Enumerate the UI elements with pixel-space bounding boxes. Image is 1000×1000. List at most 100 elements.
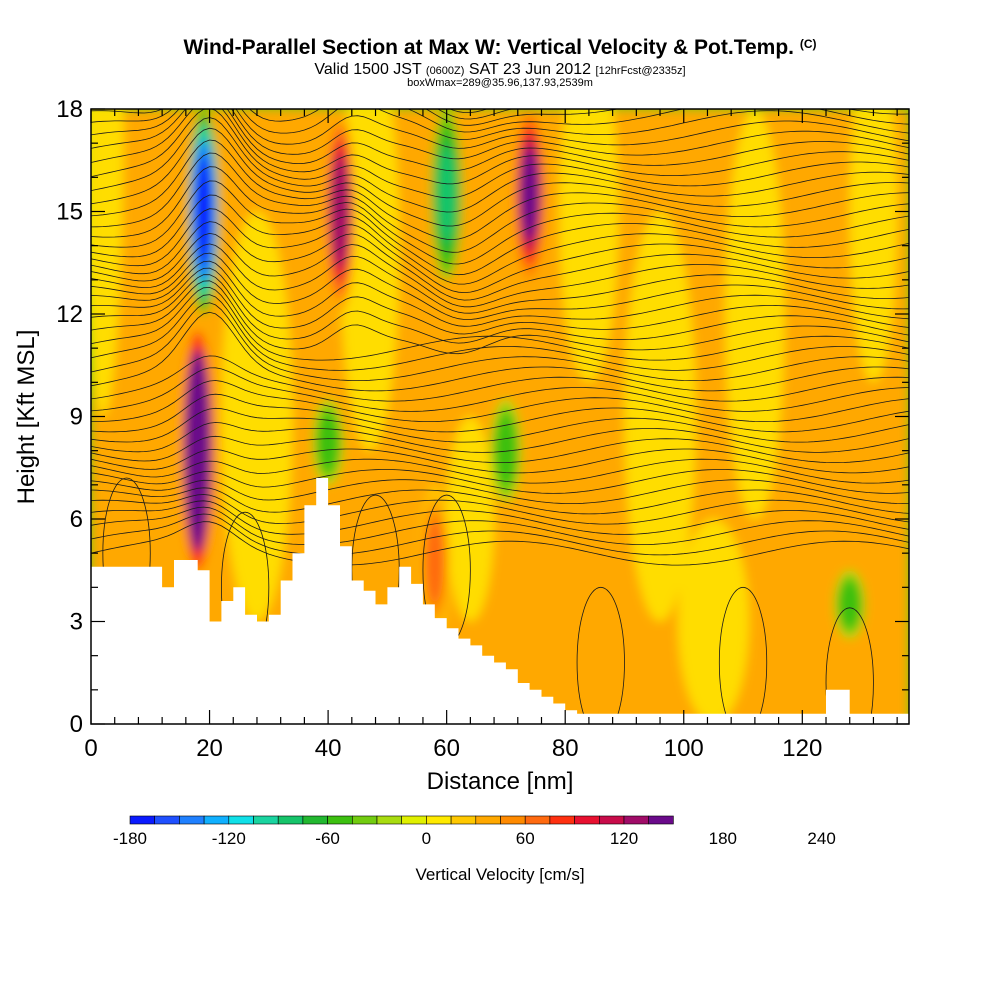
colorbar-swatch — [500, 815, 526, 825]
y-axis-label: Height [Kft MSL] — [13, 330, 40, 505]
colorbar-swatch — [549, 815, 575, 825]
velocity-cell — [221, 211, 293, 622]
theta-contour — [91, 367, 909, 412]
y-tick-label: 12 — [56, 301, 83, 328]
theta-contour — [91, 252, 909, 320]
velocity-cell — [425, 519, 444, 604]
colorbar-swatch — [154, 815, 180, 825]
theta-contour — [91, 127, 909, 227]
theta-contour — [91, 494, 909, 525]
velocity-cell — [520, 147, 539, 242]
colorbar-tick-label: 240 — [807, 829, 835, 848]
colorbar-swatch — [228, 815, 254, 825]
title-text: Wind-Parallel Section at Max W: Vertical… — [183, 36, 794, 59]
colorbar-swatch — [623, 815, 650, 825]
velocity-cell — [496, 422, 515, 479]
theta-contour — [91, 243, 909, 314]
theta-contour — [91, 469, 909, 494]
colorbar-swatch — [302, 815, 328, 825]
colorbar: -180 -120 -60 0 60 120 180 240 — [113, 815, 836, 848]
theta-contour — [91, 194, 909, 285]
terrain — [91, 478, 909, 724]
velocity-cell — [849, 109, 898, 383]
valid-time-line: Valid 1500 JST (0600Z) SAT 23 Jun 2012 [… — [0, 61, 1000, 79]
x-tick-label: 40 — [315, 735, 342, 762]
velocity-cell — [725, 109, 785, 519]
theta-contour — [91, 458, 909, 484]
colorbar-swatch — [475, 815, 501, 825]
colorbar-tick-label: 60 — [516, 829, 535, 848]
x-tick-label: 60 — [433, 735, 460, 762]
colorbar-swatch — [574, 815, 600, 825]
forecast-info: [12hrFcst@2335z] — [595, 65, 686, 77]
colorbar-tick-label: 0 — [422, 829, 431, 848]
theta-contour — [91, 139, 909, 241]
colorbar-tick-label: 120 — [610, 829, 638, 848]
velocity-cell — [437, 147, 456, 242]
theta-contour — [91, 422, 909, 453]
x-tick-label: 80 — [552, 735, 579, 762]
theta-contour — [91, 260, 909, 327]
colorbar-swatch — [450, 815, 477, 825]
colorbar-swatch — [648, 815, 674, 825]
theta-contour — [91, 286, 909, 361]
x-axis-label: Distance [nm] — [427, 768, 574, 795]
theta-contour — [91, 407, 909, 443]
theta-contour — [91, 109, 909, 160]
y-tick-label: 18 — [56, 96, 83, 123]
theta-contour — [91, 232, 909, 308]
theta-contour — [91, 521, 909, 566]
colorbar-swatch — [524, 815, 551, 825]
copyright-mark: (C) — [799, 37, 817, 51]
colorbar-swatch — [401, 815, 427, 825]
theta-contour — [425, 109, 909, 126]
theta-contour — [449, 109, 489, 113]
colorbar-swatch — [426, 815, 452, 825]
theta-contour — [249, 109, 909, 133]
colorbar-swatch — [253, 815, 279, 825]
valid-date: SAT 23 Jun 2012 — [468, 61, 592, 78]
theta-contour — [91, 513, 909, 556]
theta-contour — [91, 302, 909, 381]
theta-contour — [91, 180, 909, 276]
theta-contour — [91, 294, 909, 371]
velocity-cell — [330, 155, 350, 268]
theta-contour — [91, 109, 909, 141]
velocity-cell — [319, 418, 338, 466]
theta-contour — [825, 607, 874, 724]
velocity-cell — [559, 109, 619, 383]
y-tick-label: 0 — [70, 711, 83, 738]
colorbar-tick-label: 180 — [709, 829, 737, 848]
x-tick-label: 20 — [196, 735, 223, 762]
colorbar-swatch — [277, 815, 304, 825]
theta-contour — [91, 208, 909, 294]
y-tick-label: 15 — [56, 199, 83, 226]
theta-contour — [91, 506, 909, 545]
theta-contour — [718, 586, 768, 724]
valid-utc: (0600Z) — [425, 65, 465, 77]
theta-contour — [91, 152, 909, 253]
theta-contour — [91, 27, 909, 106]
colorbar-tick-label: -60 — [315, 829, 340, 848]
theta-contour — [91, 487, 909, 515]
theta-contour — [91, 479, 909, 504]
chart-title: Wind-Parallel Section at Max W: Vertical… — [0, 36, 1000, 60]
theta-contour — [91, 109, 909, 185]
theta-contour — [91, 500, 909, 535]
x-tick-label: 120 — [782, 735, 822, 762]
theta-contour — [91, 267, 909, 335]
colorbar-swatch — [376, 815, 403, 825]
theta-contour — [91, 280, 909, 355]
colorbar-tick-label: -180 — [113, 829, 147, 848]
y-tick-label: 6 — [70, 506, 83, 533]
theta-contour — [437, 109, 514, 120]
colorbar-label: Vertical Velocity [cm/s] — [415, 865, 584, 884]
axes: 0 20 40 60 80 100 120 0 3 6 9 12 15 18 — [56, 96, 909, 762]
theta-contour — [576, 586, 625, 724]
theta-contour — [91, 311, 909, 392]
velocity-cell — [188, 384, 207, 517]
y-tick-label: 9 — [70, 404, 83, 431]
theta-contour — [91, 117, 909, 213]
x-tick-label: 100 — [664, 735, 704, 762]
